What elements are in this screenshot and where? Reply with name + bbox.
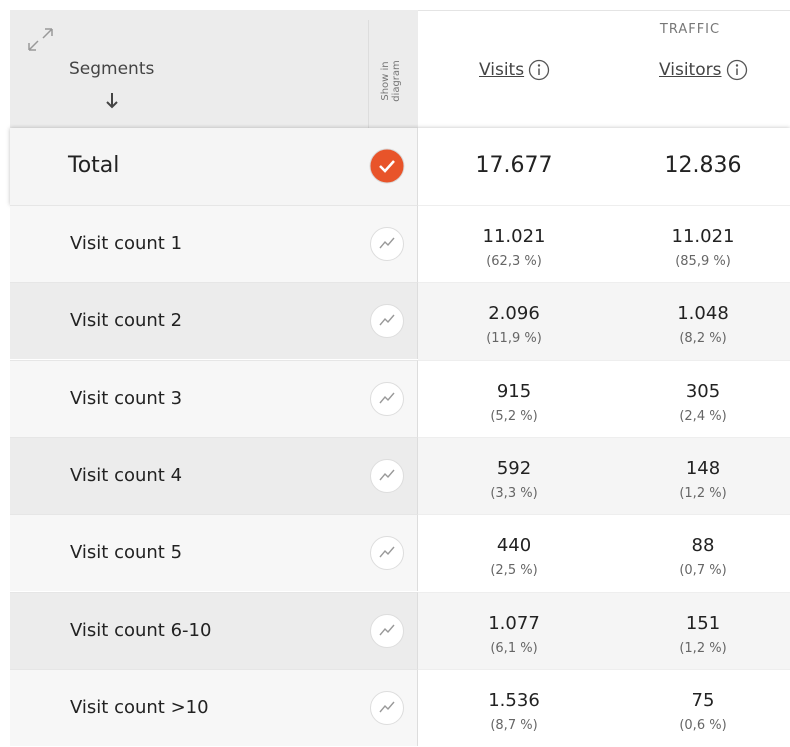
visits-share: (5,2 %)	[490, 408, 538, 424]
total-label: Total	[68, 153, 120, 178]
diagram-toggle[interactable]	[370, 381, 404, 416]
header-left	[10, 10, 418, 128]
row-right	[418, 282, 790, 361]
row-label: Visit count >10	[70, 696, 209, 718]
visits-value: 1.077	[488, 612, 540, 634]
visits-share: (6,1 %)	[490, 640, 538, 656]
header-divider	[368, 20, 369, 128]
visits-value: 915	[496, 380, 532, 402]
row-right	[418, 514, 790, 593]
visits-value: 592	[496, 457, 532, 479]
row-left	[10, 282, 418, 360]
visits-value: 11.021	[482, 226, 546, 247]
info-icon[interactable]	[726, 59, 748, 81]
row-right	[418, 668, 790, 747]
row-left	[10, 668, 418, 746]
row-right	[418, 591, 790, 670]
visitors-share: (1,2 %)	[679, 485, 727, 501]
column-header[interactable]: Visitors	[659, 60, 722, 80]
row-label: Visit count 3	[70, 387, 183, 409]
segments-header: Segments	[69, 59, 155, 79]
row-left	[10, 436, 418, 514]
row-left	[10, 359, 418, 437]
row-label: Visit count 2	[70, 310, 183, 332]
visitors-share: (85,9 %)	[675, 254, 731, 269]
diagram-toggle[interactable]	[370, 613, 404, 648]
visits-share: (8,7 %)	[490, 717, 538, 733]
sort-arrow	[106, 93, 118, 109]
row-label: Visit count 4	[70, 464, 183, 486]
show-in-diagram-header: Show in diagram	[380, 60, 402, 102]
visits-value: 2.096	[488, 303, 540, 325]
visitors-share: (2,4 %)	[679, 408, 727, 424]
visits-share: (2,5 %)	[490, 563, 538, 579]
visits-share: (11,9 %)	[486, 331, 542, 347]
visitors-value: 1.048	[677, 303, 729, 325]
diagram-toggle[interactable]	[370, 304, 404, 339]
total-visits: 17.677	[475, 153, 553, 178]
visits-value: 1.536	[488, 689, 540, 711]
row-left	[10, 591, 418, 669]
row-right	[418, 436, 790, 515]
visitors-value: 11.021	[671, 226, 735, 247]
group-header: TRAFFIC	[659, 22, 721, 37]
total-toggle[interactable]	[369, 148, 405, 184]
visitors-share: (8,2 %)	[679, 331, 727, 347]
diagram-toggle[interactable]	[370, 227, 404, 261]
row-label: Visit count 5	[70, 542, 183, 564]
visitors-share: (0,6 %)	[679, 717, 727, 733]
row-left	[10, 205, 418, 282]
visitors-value: 75	[691, 689, 715, 711]
visits-share: (3,3 %)	[490, 485, 538, 501]
row-right	[418, 205, 790, 283]
visitors-value: 148	[685, 457, 721, 479]
row-left	[10, 514, 418, 592]
diagram-toggle[interactable]	[370, 536, 404, 571]
diagram-toggle[interactable]	[370, 690, 404, 725]
visitors-share: (1,2 %)	[679, 640, 727, 656]
pointer	[200, 0, 230, 10]
visitors-value: 88	[691, 535, 715, 557]
visitors-value: 151	[685, 612, 721, 634]
visits-value: 440	[496, 535, 532, 557]
info-icon[interactable]	[528, 59, 550, 81]
row-label: Visit count 6-10	[70, 619, 212, 641]
expand-icon[interactable]	[26, 26, 56, 54]
row-right	[418, 359, 790, 438]
column-header[interactable]: Visits	[479, 60, 525, 80]
diagram-toggle[interactable]	[370, 458, 404, 493]
visitors-share: (0,7 %)	[679, 563, 727, 579]
visitors-value: 305	[685, 380, 721, 402]
total-left	[10, 128, 418, 205]
row-label: Visit count 1	[70, 233, 183, 254]
visits-share: (62,3 %)	[486, 254, 542, 269]
total-visitors: 12.836	[664, 153, 742, 178]
